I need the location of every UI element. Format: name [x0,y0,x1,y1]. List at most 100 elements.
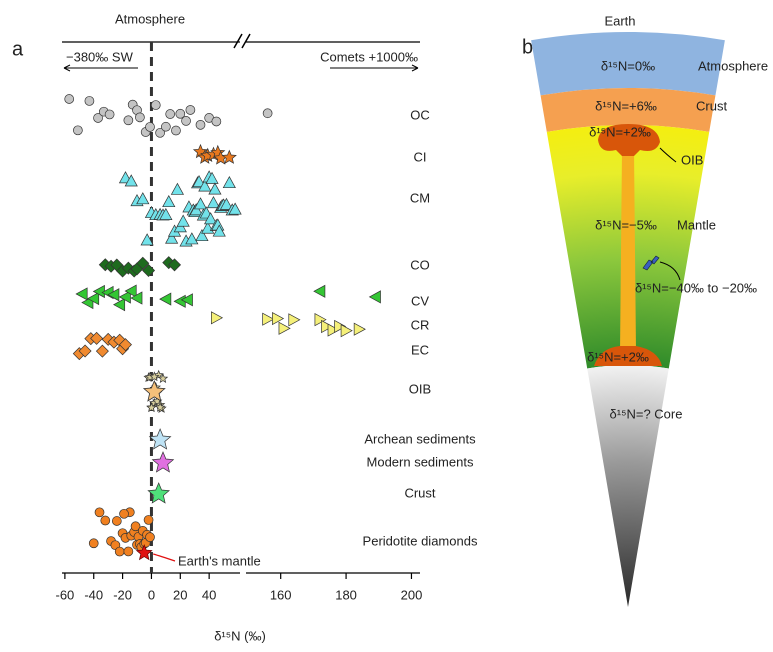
data-point [130,291,143,305]
data-point [219,197,234,210]
data-point [94,507,105,518]
data-point [321,319,334,334]
x-tick-label: -40 [84,587,103,602]
data-point [222,175,236,189]
data-point [87,291,100,306]
data-point [121,261,135,275]
left-note: −380‰ SW [66,49,134,64]
diagram-label: δ¹⁵N=? Core [610,406,683,421]
data-point [114,546,125,557]
x-tick-label: 200 [401,587,423,602]
data-point [124,174,138,187]
layer-atmosphere [531,31,725,96]
data-point [208,182,222,195]
row-label: OIB [409,381,431,396]
panel-a: a Atmosphere −380‰ SW Comets +1000‰ -60 -40 -2… [12,11,478,643]
data-point [162,194,176,208]
data-point [136,256,150,270]
slab [642,255,660,271]
data-point [159,292,172,306]
plume-head [598,124,660,156]
x-tick-label: 0 [148,587,155,602]
data-point [175,108,186,119]
data-point [334,319,347,333]
data-point [159,207,173,220]
row-label: CI [414,149,427,164]
data-point [353,322,366,336]
data-point [161,121,171,132]
data-point [278,321,291,335]
annotation-arrow [153,553,176,562]
x-axis-label: δ¹⁵N (‰) [214,628,266,643]
data-point [142,263,156,277]
data-point [101,332,115,346]
row-label: Crust [404,485,435,500]
data-point [148,428,172,450]
data-point [195,120,206,130]
data-point [123,546,134,557]
panel-label: b [522,36,533,58]
data-point [146,402,157,413]
data-point [84,96,95,106]
data-point [221,149,237,164]
data-point [189,203,203,216]
diagram-label: δ¹⁵N=+2‰ [587,349,649,364]
diagram-label: δ¹⁵N=−5‰ [595,217,657,232]
data-point [90,331,104,345]
data-point [145,532,155,542]
x-tick-label: 160 [270,587,292,602]
data-point [154,402,166,412]
data-point [75,287,88,301]
data-point [88,538,99,549]
diagram-title: Earth [604,13,635,28]
data-point [155,127,165,138]
right-note: Comets +1000‰ [320,49,418,64]
data-point [124,284,137,298]
data-point [165,109,176,119]
data-point [149,371,160,382]
data-point [140,233,154,246]
data-point [205,171,219,184]
data-point [118,338,132,352]
diagram-label: OIB [681,152,703,167]
data-point [107,288,120,302]
row-label: CO [410,257,430,272]
data-point [193,197,208,210]
data-point [171,125,181,136]
data-point [165,231,179,244]
data-point [185,232,199,245]
data-point [119,508,129,519]
x-tick-label: 40 [202,587,216,602]
data-point [204,212,218,225]
data-point [136,192,150,205]
data-point [180,293,193,307]
row-label: Peridotite diamonds [363,533,478,548]
row-label: OC [410,107,430,122]
data-point [118,290,131,304]
data-point [262,108,273,119]
diagram-label: δ¹⁵N=+6‰ [595,98,657,113]
data-point [78,344,92,358]
data-point [100,515,111,526]
layer-core [587,365,669,607]
axis-break [233,33,251,49]
data-point [211,311,224,325]
data-point [181,116,191,126]
data-point [198,179,212,192]
layer-crust [540,88,716,132]
data-point [73,125,83,136]
data-point [288,313,301,327]
panel-b: b Earth δ¹⁵N=0‰ Atmosphere δ¹⁵N=+6‰ Crust δ¹⁵N… [522,13,768,607]
data-point [314,313,327,327]
x-tick-label: -20 [113,587,132,602]
data-point [272,311,285,326]
x-tick-label: -60 [55,587,74,602]
data-point [145,122,155,132]
x-tick-label: 20 [173,587,187,602]
data-point [212,224,226,237]
arrow [63,64,138,72]
data-point [168,258,182,272]
data-point [192,175,206,188]
data-point [112,298,126,312]
